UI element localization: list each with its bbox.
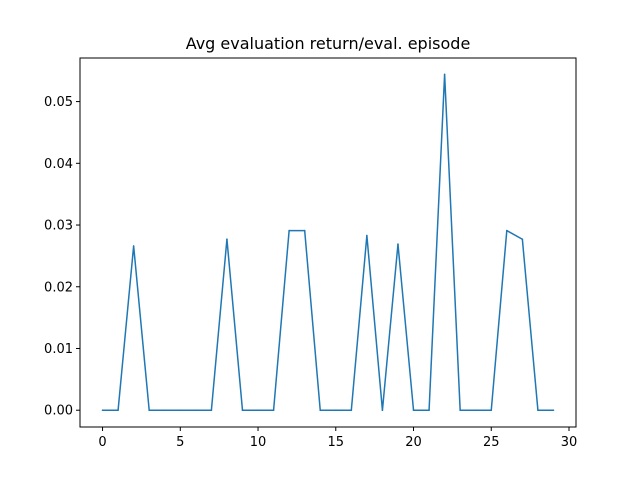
data-point	[537, 409, 539, 412]
y-tick-label: 0.01	[44, 342, 73, 357]
data-point	[428, 409, 430, 412]
data-point	[241, 409, 244, 412]
data-point	[506, 229, 508, 232]
x-tick-label: 30	[561, 435, 578, 450]
series-layer	[101, 73, 555, 412]
data-point	[163, 409, 166, 412]
data-point	[443, 73, 446, 76]
y-axis: 0.00 0.01 0.02 0.03 0.04 0.05	[44, 95, 80, 419]
data-point	[117, 409, 119, 412]
data-point	[474, 409, 477, 412]
data-point	[210, 409, 213, 412]
x-tick-label: 25	[483, 435, 500, 450]
data-point	[459, 409, 461, 412]
series-line	[102, 73, 554, 411]
x-tick-label: 0	[98, 435, 106, 450]
y-tick-label: 0.02	[44, 280, 73, 295]
x-tick-label: 10	[250, 435, 267, 450]
data-point	[272, 409, 275, 412]
data-point	[381, 409, 384, 412]
data-point	[397, 243, 399, 245]
data-point	[366, 234, 368, 237]
axes-frame	[79, 57, 577, 428]
data-point	[303, 229, 306, 232]
y-tick-label: 0.00	[44, 404, 73, 419]
data-point	[288, 229, 290, 232]
data-point	[226, 238, 228, 241]
data-point	[179, 409, 182, 412]
x-tick-label: 20	[405, 435, 422, 450]
data-point	[350, 409, 353, 412]
x-tick-label: 5	[176, 435, 184, 450]
data-point	[148, 409, 150, 412]
data-point	[552, 409, 555, 412]
data-point	[101, 409, 104, 412]
data-point	[132, 245, 135, 247]
data-point	[319, 409, 322, 412]
y-tick-label: 0.04	[44, 157, 73, 172]
data-point	[412, 409, 415, 412]
data-point	[257, 409, 259, 412]
y-tick-label: 0.05	[44, 95, 73, 110]
x-axis: 0 5 10 15 20 25 30	[98, 427, 577, 450]
y-tick-label: 0.03	[44, 219, 73, 234]
chart-title: Avg evaluation return/eval. episode	[186, 34, 471, 53]
data-point	[195, 409, 197, 412]
data-point	[521, 238, 524, 241]
plot-area: 0 5 10 15 20 25 30 0.00 0.01 0.02 0.03 0.04 0.05	[44, 57, 577, 450]
x-tick-label: 15	[328, 435, 345, 450]
data-point	[490, 409, 493, 412]
data-point	[334, 409, 337, 412]
